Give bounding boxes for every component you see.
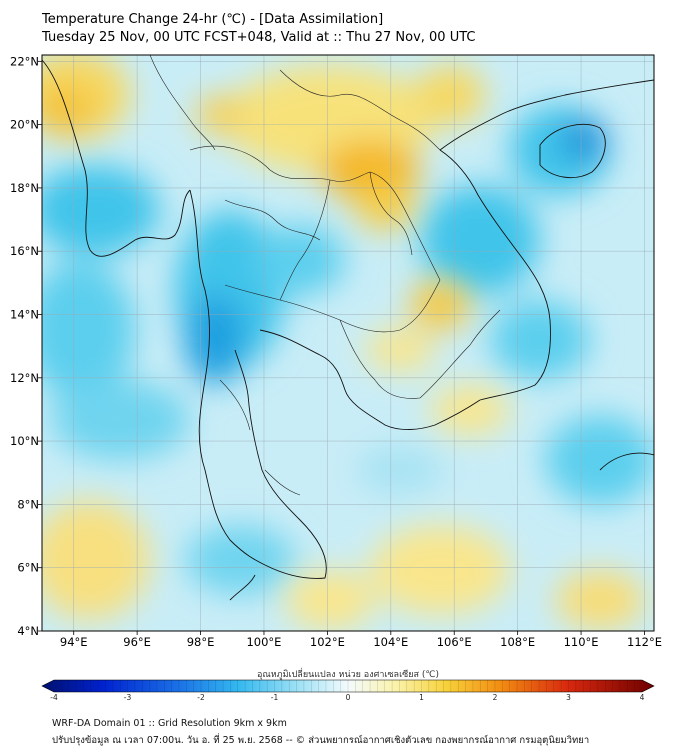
lon-label: 100°E — [246, 635, 281, 649]
lon-label: 110°E — [564, 635, 599, 649]
footer-credit: ปรับปรุงข้อมูล ณ เวลา 07:00น. วัน อ. ที่… — [52, 735, 590, 746]
colorbar-tick-label: -3 — [124, 693, 132, 702]
axis-ticks — [38, 60, 645, 635]
colorbar-label: อุณหภูมิเปลี่ยนแปลง หน่วย องศาเซลเซียส (… — [257, 667, 439, 680]
admin-borders — [149, 55, 501, 496]
lon-label: 104°E — [373, 635, 408, 649]
lat-label: 20°N — [10, 118, 39, 132]
lon-label: 106°E — [437, 635, 472, 649]
graticule — [42, 55, 654, 631]
lon-label: 96°E — [123, 635, 151, 649]
colorbar: อุณหภูมิเปลี่ยนแปลง หน่วย องศาเซลเซียส (… — [41, 667, 655, 702]
colorbar-body — [41, 679, 655, 693]
colorbar-tick-label: 3 — [566, 693, 571, 702]
lat-label: 14°N — [10, 308, 39, 322]
lon-label: 102°E — [310, 635, 345, 649]
lat-label: 6°N — [17, 561, 39, 575]
warm-anomaly-layer — [42, 55, 645, 630]
lon-label: 112°E — [627, 635, 662, 649]
lat-label: 22°N — [10, 54, 39, 68]
lat-label: 10°N — [10, 434, 39, 448]
lon-label: 108°E — [500, 635, 535, 649]
colorbar-tick-label: 0 — [346, 693, 351, 702]
map-frame — [41, 54, 655, 632]
footer-domain-info: WRF-DA Domain 01 :: Grid Resolution 9km … — [52, 718, 287, 729]
map-title: Temperature Change 24-hr (℃) - [Data Ass… — [42, 12, 384, 27]
cool-anomaly-layer — [42, 105, 654, 595]
colorbar-tick-label: -1 — [271, 693, 279, 702]
lat-label: 16°N — [10, 244, 39, 258]
lat-label: 12°N — [10, 371, 39, 385]
colorbar-tick-label: -2 — [197, 693, 205, 702]
colorbar-tick-label: 4 — [640, 693, 645, 702]
lon-label: 98°E — [187, 635, 215, 649]
lat-label: 18°N — [10, 181, 39, 195]
lat-label: 4°N — [17, 624, 39, 638]
colorbar-tick-label: 1 — [419, 693, 424, 702]
lat-label: 8°N — [17, 497, 39, 511]
lon-label: 94°E — [60, 635, 88, 649]
colorbar-tick-label: -4 — [50, 693, 58, 702]
map-subtitle: Tuesday 25 Nov, 00 UTC FCST+048, Valid a… — [42, 30, 476, 45]
colorbar-tick-label: 2 — [493, 693, 498, 702]
coastlines — [42, 59, 654, 601]
